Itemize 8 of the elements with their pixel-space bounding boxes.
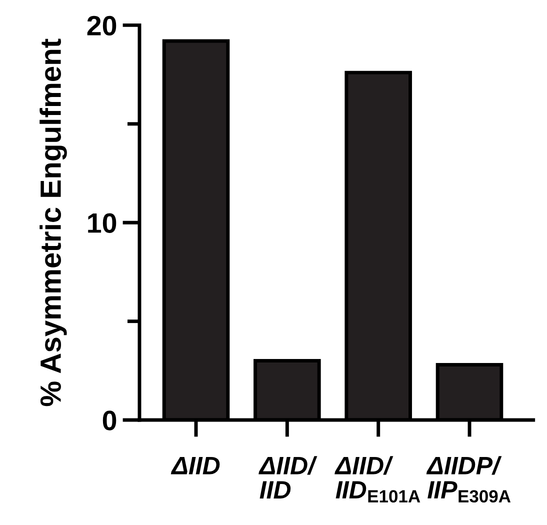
x-tick-label: ΔIIDP/ IIP$_{E309A}$ [426,456,511,503]
x-tick-label: ΔIID/ IID$_{E101A}$ [334,456,420,503]
x-tick-label: ΔIID/ IID [258,456,318,498]
y-tick-label: 20 [87,16,116,36]
x-tick-label: ΔIID [170,457,220,474]
y-tick-label: 0 [102,410,116,430]
y-tick-label: 10 [88,213,116,233]
y-axis-title: % Asymmetric Engulfment [40,38,67,406]
